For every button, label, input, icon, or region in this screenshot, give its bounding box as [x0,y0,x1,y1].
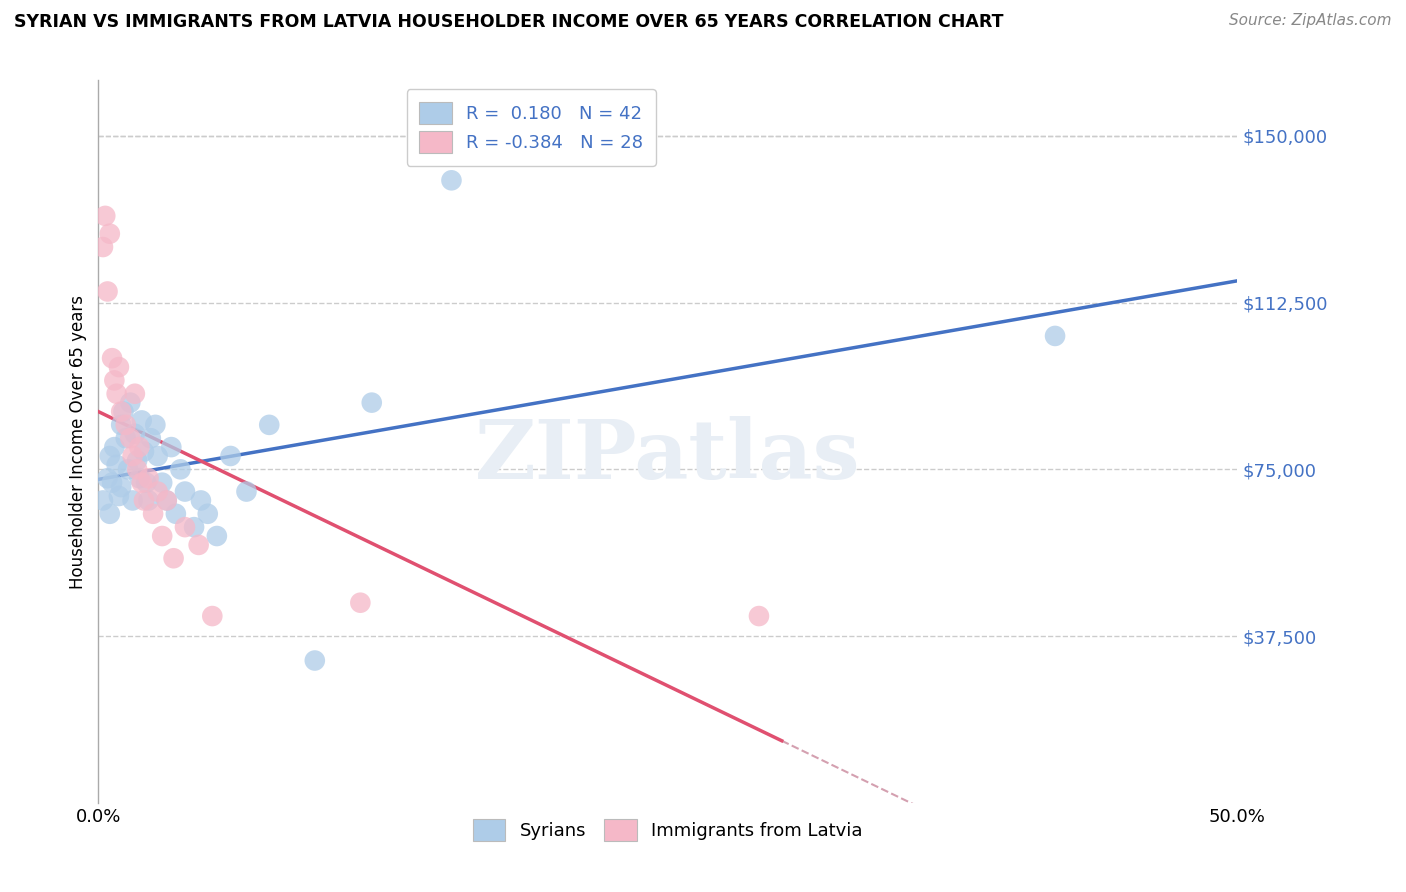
Point [132,493,155,508]
Point [187,538,209,552]
Point [205,529,228,543]
Point [748,609,770,624]
Point [112,404,135,418]
Point [131,413,153,427]
Point [128,440,150,454]
Point [96,285,118,299]
Point [124,386,146,401]
Point [219,449,242,463]
Point [101,475,124,490]
Point [114,417,136,432]
Point [138,471,160,485]
Point [150,529,173,543]
Point [183,520,205,534]
Point [121,449,143,463]
Point [146,484,169,499]
Point [165,507,187,521]
Point [127,462,149,476]
Point [201,609,224,624]
Point [131,475,153,490]
Point [349,596,371,610]
Point [150,475,173,490]
Text: ZIPatlas: ZIPatlas [475,416,860,496]
Point [105,458,128,472]
Point [108,489,131,503]
Point [174,520,197,534]
Legend: Syrians, Immigrants from Latvia: Syrians, Immigrants from Latvia [463,808,873,852]
Point [160,440,183,454]
Point [110,417,132,432]
Point [101,351,124,366]
Point [91,493,114,508]
Point [105,386,128,401]
Point [98,227,121,241]
Point [440,173,463,187]
Point [94,209,117,223]
Point [128,471,150,485]
Point [1043,329,1066,343]
Point [124,426,146,441]
Point [259,417,281,432]
Text: Source: ZipAtlas.com: Source: ZipAtlas.com [1229,13,1392,29]
Point [174,484,197,499]
Point [142,507,165,521]
Point [197,507,219,521]
Point [162,551,184,566]
Point [156,493,179,508]
Point [108,360,131,375]
Y-axis label: Householder Income Over 65 years: Householder Income Over 65 years [69,294,87,589]
Point [127,453,149,467]
Point [360,395,382,409]
Point [145,417,167,432]
Point [110,480,132,494]
Point [235,484,257,499]
Point [138,493,160,508]
Point [98,449,121,463]
Point [139,431,162,445]
Point [110,404,132,418]
Point [114,431,136,445]
Point [103,373,125,387]
Point [98,507,121,521]
Point [132,444,155,458]
Point [169,462,191,476]
Point [156,493,179,508]
Point [117,462,139,476]
Point [120,395,142,409]
Point [304,653,326,667]
Point [91,240,114,254]
Point [120,431,142,445]
Point [96,471,118,485]
Point [146,449,169,463]
Point [103,440,125,454]
Point [121,493,143,508]
Point [190,493,212,508]
Point [135,475,157,490]
Text: SYRIAN VS IMMIGRANTS FROM LATVIA HOUSEHOLDER INCOME OVER 65 YEARS CORRELATION CH: SYRIAN VS IMMIGRANTS FROM LATVIA HOUSEHO… [14,13,1004,31]
